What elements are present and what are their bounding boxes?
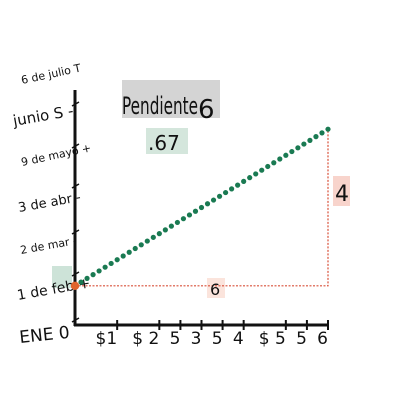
series-point: [301, 141, 307, 147]
series-point: [168, 223, 174, 229]
y-tick-label: junio S -: [11, 102, 75, 130]
series-point: [108, 260, 114, 267]
slope-triangle: [75, 129, 329, 287]
series-point: [222, 189, 229, 196]
series-point: [198, 204, 205, 211]
series-point: [265, 163, 271, 170]
rise-highlight: [333, 176, 350, 206]
series-point: [162, 227, 168, 233]
series-point: [144, 238, 150, 244]
y-tick-label: 3 de abr -: [17, 190, 82, 216]
y-tick-mark: [71, 183, 80, 189]
series-point: [150, 234, 156, 240]
y-tick-label: 9 de mayo +: [20, 141, 92, 169]
series-point: [132, 245, 138, 252]
series-point: [216, 193, 223, 199]
series-point: [283, 152, 289, 158]
y-tick-label: 6 de julio T: [20, 62, 82, 87]
series-point: [277, 156, 283, 162]
x-tick-label: $ 2: [132, 329, 159, 349]
series-point: [102, 264, 108, 270]
series-point: [289, 148, 295, 155]
series-point: [295, 145, 301, 151]
series-point: [84, 275, 90, 281]
series-point: [229, 186, 235, 192]
rise-label: 4: [335, 182, 349, 207]
series-point: [241, 178, 247, 184]
series-point: [259, 167, 265, 173]
y-tick-label: ENE 0: [18, 323, 70, 348]
y-tick-label: 2 de mar -: [19, 234, 78, 257]
run-label: 6: [210, 280, 220, 299]
series-point: [126, 249, 132, 255]
y-tick-mark: [71, 229, 80, 235]
start-point: [70, 281, 80, 291]
series-point: [253, 171, 259, 177]
slope-value: .67: [148, 131, 180, 155]
x-tick-label: 5: [170, 329, 181, 349]
x-tick-label: 5: [212, 329, 223, 349]
series-point: [247, 175, 253, 181]
run-highlight: [207, 278, 225, 298]
series-point: [78, 279, 84, 285]
series-point: [174, 219, 181, 226]
series-point: [204, 201, 211, 207]
title-suffix: 6: [198, 95, 215, 125]
y-tick-mark: [71, 101, 80, 107]
series-point: [313, 134, 319, 140]
origin-highlight: [52, 266, 72, 288]
series-point: [271, 160, 277, 166]
chart-title: Pendiente: [122, 92, 198, 120]
series-point: [307, 137, 313, 143]
series-point: [114, 257, 120, 263]
series-point: [120, 253, 126, 259]
slope-highlight: [146, 128, 188, 154]
series-point: [325, 126, 331, 132]
y-tick-mark: [71, 143, 80, 149]
x-tick-label: 6: [317, 329, 328, 349]
x-tick-label: $ 5: [259, 329, 286, 349]
series-point: [319, 130, 325, 136]
series-point: [138, 242, 144, 248]
series-point: [186, 212, 193, 218]
series-point: [96, 268, 102, 274]
series-point: [156, 231, 162, 237]
x-tick-label: 3: [191, 329, 202, 349]
y-tick-mark: [71, 317, 80, 323]
y-tick-mark: [71, 271, 80, 277]
x-tick-label: 5: [296, 329, 307, 349]
x-tick-label: $1: [96, 329, 118, 349]
series-point: [210, 197, 217, 203]
series-point: [235, 182, 241, 188]
title-highlight: [122, 80, 220, 118]
series-point: [192, 208, 199, 214]
x-tick-label: 4: [233, 329, 244, 349]
series-point: [180, 216, 187, 222]
series-point: [90, 272, 96, 278]
